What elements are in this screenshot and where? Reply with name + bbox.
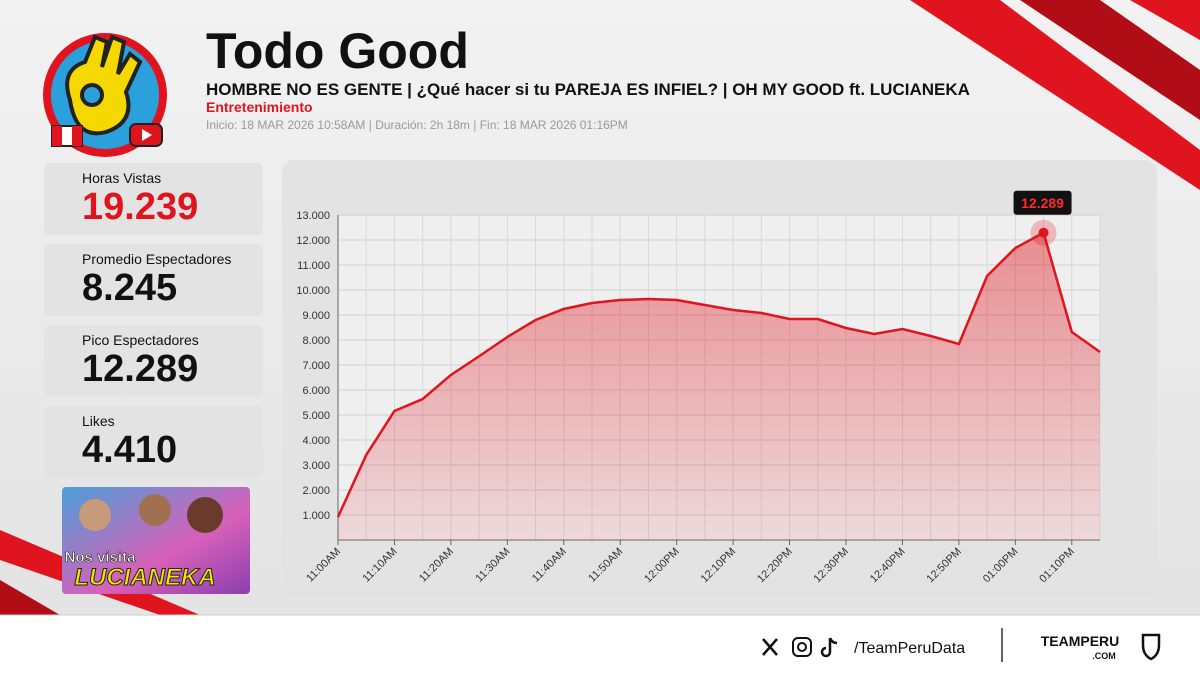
stat-card [44, 244, 263, 316]
stat-label: Promedio Espectadores [82, 251, 231, 267]
channel-logo [43, 33, 167, 157]
stat-value: 19.239 [82, 186, 198, 228]
stat-card [44, 163, 263, 235]
decor-top-right [910, 0, 1200, 190]
brand: TEAMPERU [1041, 633, 1120, 649]
y-tick-label: 6.000 [302, 385, 330, 397]
y-tick-label: 10.000 [296, 285, 330, 297]
social-icons [762, 637, 838, 658]
thumbnail-line2: LUCIANEKA [74, 564, 215, 591]
stream-info: Inicio: 18 MAR 2026 10:58AM | Duración: … [206, 118, 628, 132]
y-tick-label: 9.000 [302, 310, 330, 322]
stream-title: HOMBRE NO ES GENTE | ¿Qué hacer si tu PA… [206, 80, 970, 99]
stat-value: 12.289 [82, 348, 198, 390]
y-tick-label: 7.000 [302, 360, 330, 372]
social-handle: /TeamPeruData [854, 640, 965, 657]
peak-label-box [1013, 190, 1072, 215]
stat-value: 4.410 [82, 429, 177, 471]
peak-label: 12.289 [1021, 195, 1064, 211]
stat-card [44, 325, 263, 397]
line [336, 230, 1101, 518]
stat-card [44, 406, 263, 478]
y-tick-label: 8.000 [302, 335, 330, 347]
thumbnail-line1: Nos visita [65, 549, 137, 566]
peak-marker [1038, 227, 1049, 238]
y-tick-label: 2.000 [302, 485, 330, 497]
y-tick-label: 1.000 [302, 510, 330, 522]
y-tick-label: 13.000 [296, 210, 330, 222]
y-tick-label: 11.000 [297, 260, 330, 272]
y-tick-label: 3.000 [302, 460, 330, 472]
brand-shield [1141, 633, 1161, 661]
y-tick-label: 5.000 [302, 410, 330, 422]
area [338, 232, 1100, 540]
stat-value: 8.245 [82, 267, 177, 309]
y-tick-label: 4.000 [302, 435, 330, 447]
thumbnail: Nos visita LUCIANEKA [62, 487, 250, 594]
category: Entretenimiento [206, 99, 313, 115]
stat-label: Pico Espectadores [82, 332, 199, 348]
stat-label: Horas Vistas [82, 170, 161, 186]
channel-name: Todo Good [206, 23, 469, 79]
footer-bar [0, 615, 1200, 675]
brand-sub: .COM [1092, 651, 1116, 661]
stat-label: Likes [82, 413, 115, 429]
y-tick-label: 12.000 [296, 235, 330, 247]
